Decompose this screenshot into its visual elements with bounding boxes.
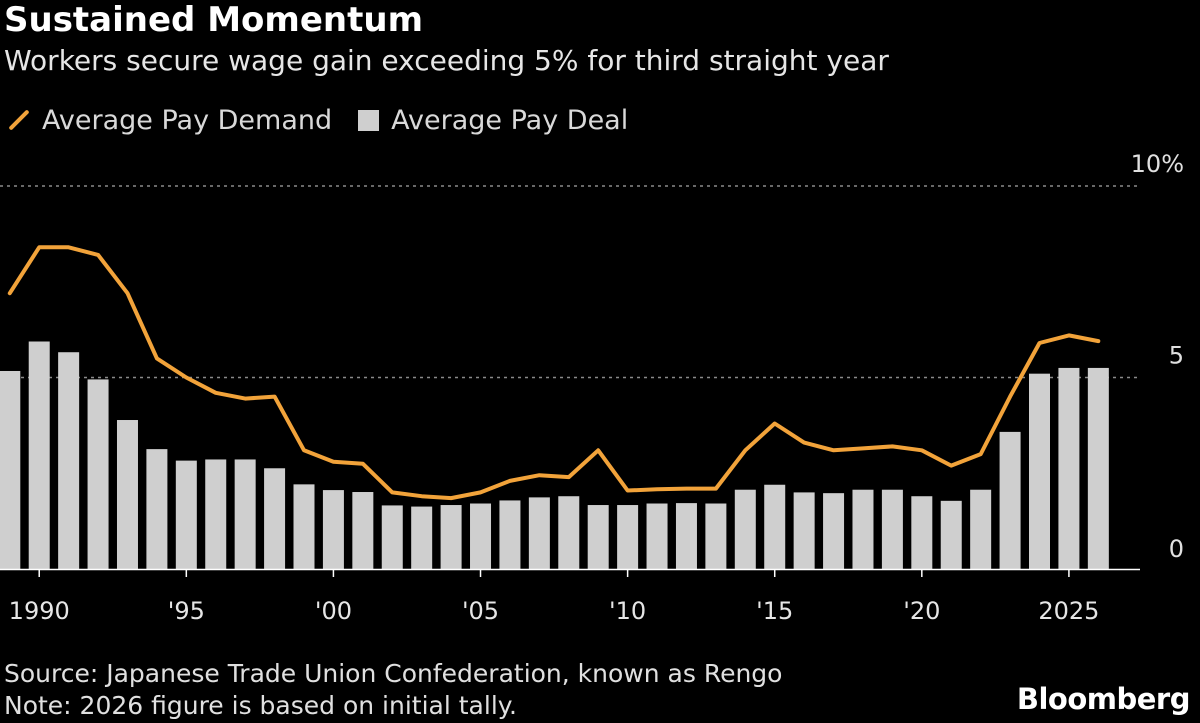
bar-swatch-icon (358, 109, 380, 131)
legend-label-pay-demand: Average Pay Demand (42, 104, 333, 136)
bar-1989 (0, 370, 21, 569)
x-tick-label-2025: 2025 (1038, 597, 1099, 625)
bar-1991 (58, 352, 80, 569)
bar-2016 (793, 492, 815, 569)
bar-1997 (234, 459, 256, 569)
bar-1993 (116, 420, 138, 569)
legend-label-pay-deal: Average Pay Deal (391, 104, 629, 136)
legend: Average Pay Demand Average Pay Deal (8, 100, 654, 140)
bar-2018 (852, 489, 874, 569)
bar-2025 (1058, 367, 1080, 569)
bar-2008 (558, 496, 580, 569)
bar-1992 (87, 379, 109, 569)
bar-2013 (705, 503, 727, 569)
x-tick-label-1990: 1990 (9, 597, 70, 625)
bar-2021 (940, 500, 962, 569)
bar-2002 (381, 505, 403, 569)
chart-subtitle: Workers secure wage gain exceeding 5% fo… (4, 44, 889, 77)
bar-2019 (881, 489, 903, 569)
bar-2001 (352, 492, 374, 569)
x-tick-label-1995: '95 (168, 597, 205, 625)
legend-item-pay-demand: Average Pay Demand (8, 105, 332, 136)
bar-2003 (411, 506, 433, 569)
bar-1996 (205, 459, 227, 569)
bar-2014 (734, 489, 756, 569)
x-tick-label-2015: '15 (756, 597, 793, 625)
bar-2024 (1029, 373, 1050, 569)
pay-demand-line (7, 245, 1101, 501)
bar-1995 (175, 460, 197, 569)
bar-1990 (28, 341, 50, 569)
legend-item-pay-deal: Average Pay Deal (358, 105, 628, 136)
bar-2020 (911, 496, 933, 569)
bar-2000 (322, 490, 344, 569)
source-note: Source: Japanese Trade Union Confederati… (4, 659, 783, 688)
bloomberg-logo: Bloomberg (1016, 682, 1191, 716)
y-tick-label-0: 0 (1169, 535, 1184, 563)
bar-2026 (1087, 367, 1109, 569)
bar-1994 (146, 449, 168, 569)
bar-2015 (764, 484, 786, 569)
x-tick-label-2010: '10 (609, 597, 646, 625)
footer: Source: Japanese Trade Union Confederati… (4, 658, 782, 722)
bar-2006 (499, 500, 521, 569)
bar-2023 (999, 431, 1021, 569)
bar-2005 (470, 503, 492, 569)
x-tick-label-2020: '20 (903, 597, 940, 625)
chart-title: Sustained Momentum (4, 0, 423, 40)
bar-2011 (646, 503, 668, 569)
bar-2004 (440, 505, 462, 569)
x-tick-label-2000: '00 (315, 597, 352, 625)
footnote: Note: 2026 figure is based on initial ta… (4, 691, 517, 720)
bar-1998 (264, 468, 286, 569)
bar-2009 (587, 505, 609, 569)
bar-2012 (675, 503, 697, 569)
bar-2007 (528, 497, 550, 569)
y-tick-label-5: 5 (1169, 342, 1184, 370)
bar-2017 (823, 493, 845, 569)
x-tick-label-2005: '05 (462, 597, 499, 625)
bar-1999 (293, 484, 315, 569)
bar-2022 (970, 489, 992, 569)
bar-2010 (617, 505, 639, 569)
y-tick-label-10: 10% (1131, 150, 1184, 178)
